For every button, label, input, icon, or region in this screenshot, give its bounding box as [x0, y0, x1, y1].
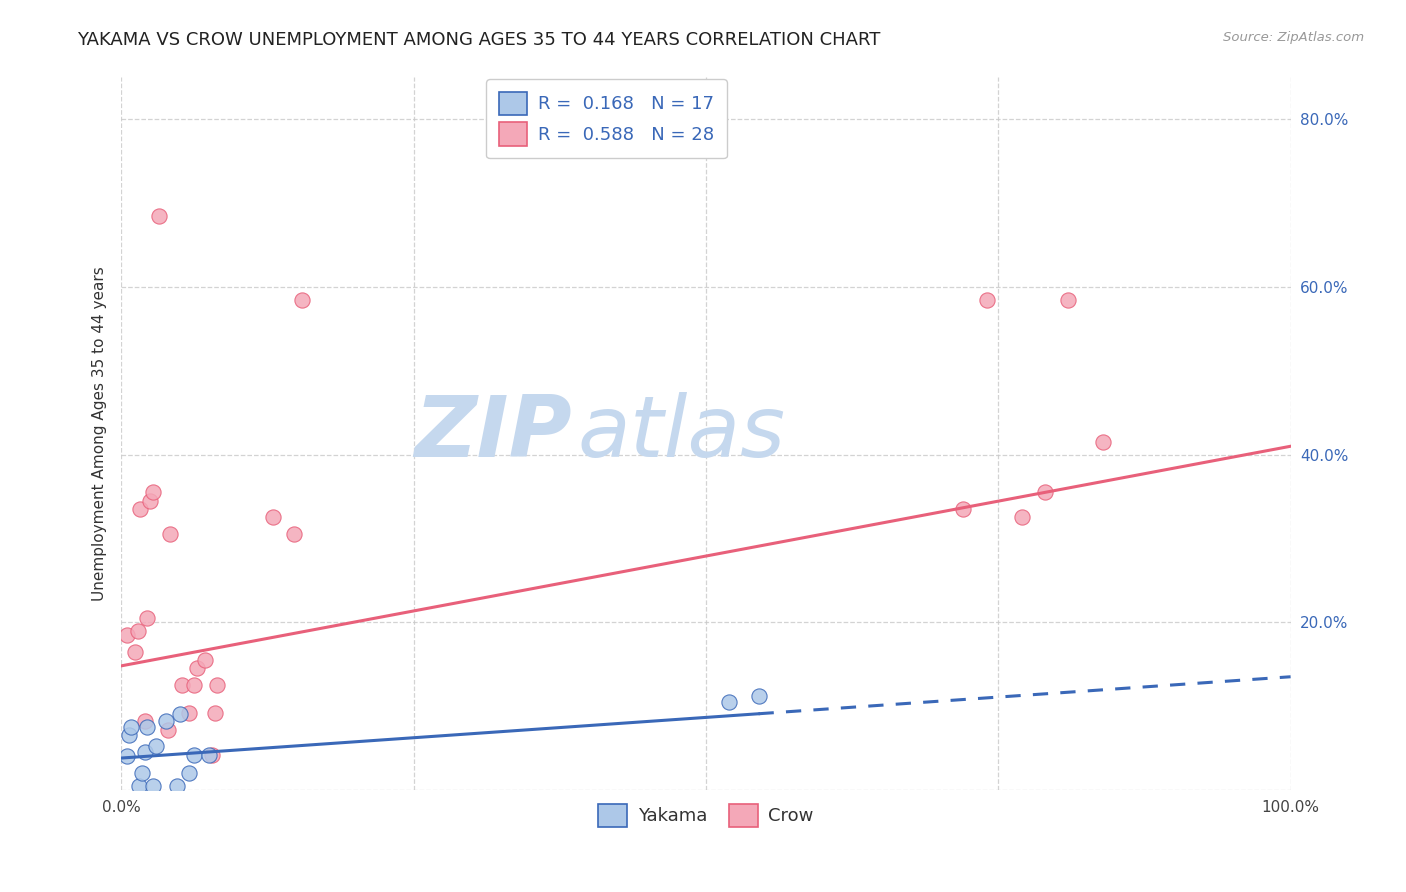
Point	[136, 720, 159, 734]
Point	[976, 293, 998, 307]
Point	[127, 624, 149, 638]
Point	[204, 706, 226, 720]
Point	[186, 661, 208, 675]
Point	[159, 527, 181, 541]
Point	[1011, 510, 1033, 524]
Point	[134, 714, 156, 728]
Point	[169, 707, 191, 722]
Text: ZIP: ZIP	[413, 392, 571, 475]
Text: Source: ZipAtlas.com: Source: ZipAtlas.com	[1223, 31, 1364, 45]
Point	[177, 706, 200, 720]
Point	[115, 749, 138, 764]
Point	[156, 723, 179, 737]
Point	[718, 695, 741, 709]
Point	[136, 611, 159, 625]
Point	[952, 502, 974, 516]
Point	[747, 689, 769, 703]
Point	[142, 779, 165, 793]
Point	[170, 678, 193, 692]
Point	[134, 745, 156, 759]
Point	[262, 510, 284, 524]
Y-axis label: Unemployment Among Ages 35 to 44 years: Unemployment Among Ages 35 to 44 years	[93, 267, 107, 601]
Point	[1092, 435, 1115, 450]
Point	[120, 720, 142, 734]
Point	[283, 527, 305, 541]
Point	[166, 779, 188, 793]
Point	[145, 739, 167, 754]
Text: YAKAMA VS CROW UNEMPLOYMENT AMONG AGES 35 TO 44 YEARS CORRELATION CHART: YAKAMA VS CROW UNEMPLOYMENT AMONG AGES 3…	[77, 31, 880, 49]
Point	[142, 485, 165, 500]
Point	[131, 766, 153, 780]
Text: atlas: atlas	[578, 392, 786, 475]
Point	[205, 678, 228, 692]
Point	[124, 645, 146, 659]
Point	[198, 747, 221, 762]
Point	[115, 628, 138, 642]
Legend: Yakama, Crow: Yakama, Crow	[591, 797, 821, 834]
Point	[194, 653, 217, 667]
Point	[155, 714, 177, 728]
Point	[139, 493, 162, 508]
Point	[118, 728, 141, 742]
Point	[128, 779, 150, 793]
Point	[129, 502, 152, 516]
Point	[183, 678, 205, 692]
Point	[291, 293, 314, 307]
Point	[201, 747, 224, 762]
Point	[148, 209, 170, 223]
Point	[177, 766, 200, 780]
Point	[1033, 485, 1056, 500]
Point	[183, 747, 205, 762]
Point	[1057, 293, 1080, 307]
